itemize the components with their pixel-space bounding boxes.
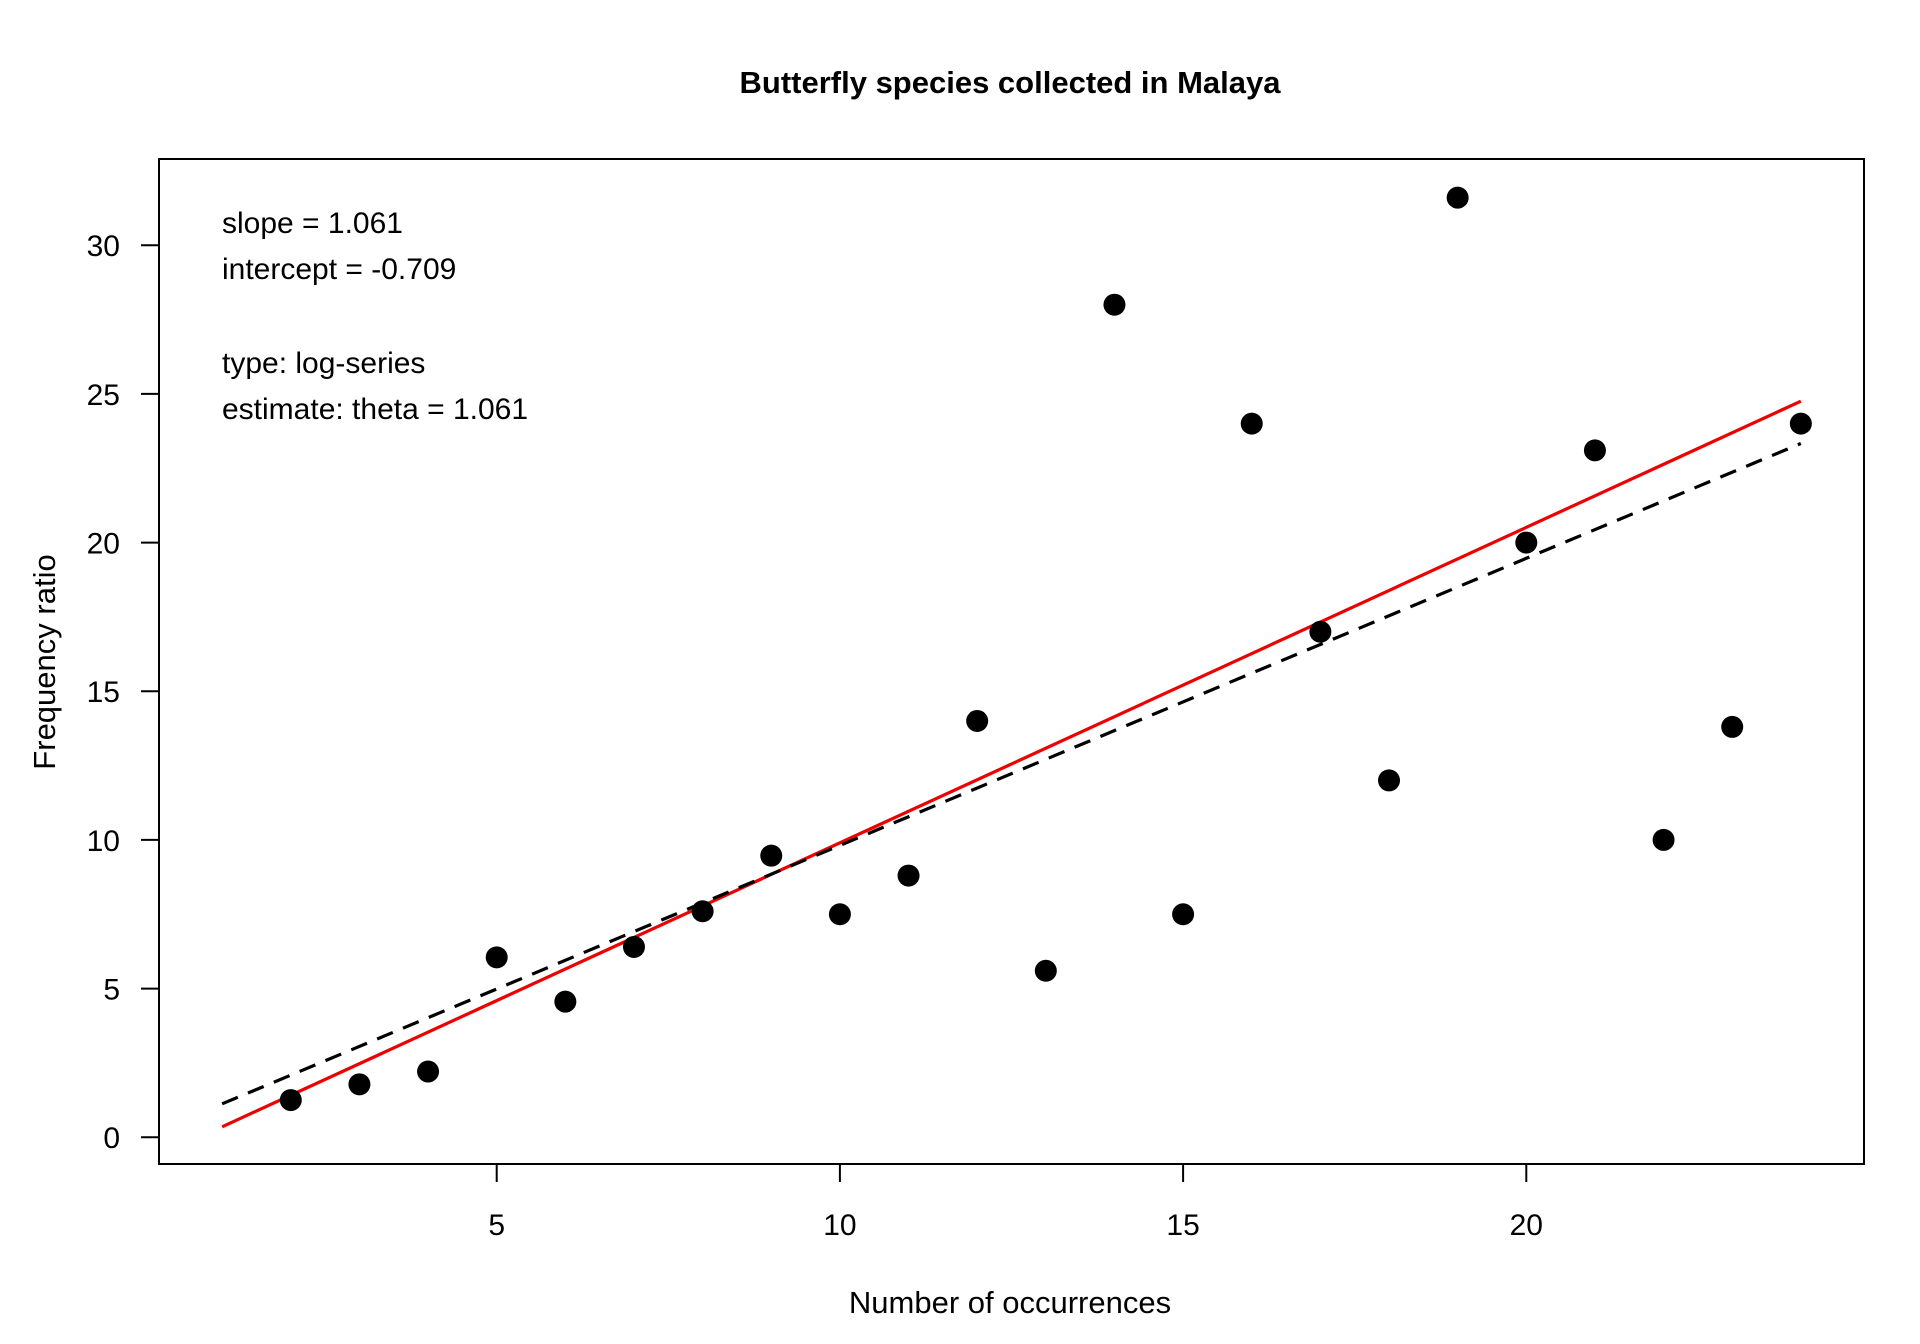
data-point [1789, 412, 1812, 435]
data-point [1652, 828, 1675, 851]
x-axis: 5 10 15 20 [488, 1163, 1543, 1242]
data-point [966, 709, 989, 732]
data-point [1103, 293, 1126, 316]
data-point [1378, 769, 1401, 792]
data-point [1034, 959, 1057, 982]
y-tick-label: 5 [103, 974, 120, 1007]
data-point [1446, 186, 1469, 209]
y-tick-label: 25 [87, 379, 120, 412]
x-tick-label: 10 [823, 1209, 856, 1242]
plot-frame [158, 158, 1865, 1165]
annotation-slope: slope = 1.061 [222, 207, 403, 240]
y-axis: 0 5 10 15 20 25 30 [87, 230, 160, 1155]
y-tick-label: 30 [87, 230, 120, 263]
data-point [1240, 412, 1263, 435]
data-point [897, 864, 920, 887]
x-tick-label: 15 [1166, 1209, 1199, 1242]
y-tick-label: 15 [87, 676, 120, 709]
data-point [1309, 620, 1332, 643]
y-tick-label: 20 [87, 528, 120, 561]
data-point [554, 990, 577, 1013]
x-axis-label: Number of occurrences [849, 1285, 1171, 1320]
data-point [1515, 531, 1538, 554]
data-point [1172, 903, 1195, 926]
data-point [691, 900, 714, 923]
data-point [828, 903, 851, 926]
fit-lines [221, 399, 1802, 1129]
data-point [1583, 439, 1606, 462]
data-point [348, 1073, 371, 1096]
data-point [485, 946, 508, 969]
chart-title: Butterfly species collected in Malaya [740, 65, 1282, 100]
data-point [760, 844, 783, 867]
x-tick-label: 20 [1510, 1209, 1543, 1242]
y-axis-label: Frequency ratio [27, 554, 62, 769]
y-tick-label: 10 [87, 825, 120, 858]
fit-annotations: slope = 1.061 intercept = -0.709 type: l… [222, 207, 528, 426]
y-tick-label: 0 [103, 1122, 120, 1155]
data-point [417, 1060, 440, 1083]
dashed-fit-line [221, 442, 1802, 1106]
data-point [279, 1089, 302, 1112]
annotation-type: type: log-series [222, 347, 425, 380]
annotation-intercept: intercept = -0.709 [222, 253, 456, 286]
x-tick-label: 5 [488, 1209, 505, 1242]
data-point [1721, 715, 1744, 738]
data-points [279, 186, 1812, 1112]
annotation-estimate: estimate: theta = 1.061 [222, 393, 528, 426]
solid-fit-line [221, 399, 1802, 1129]
data-point [622, 935, 645, 958]
